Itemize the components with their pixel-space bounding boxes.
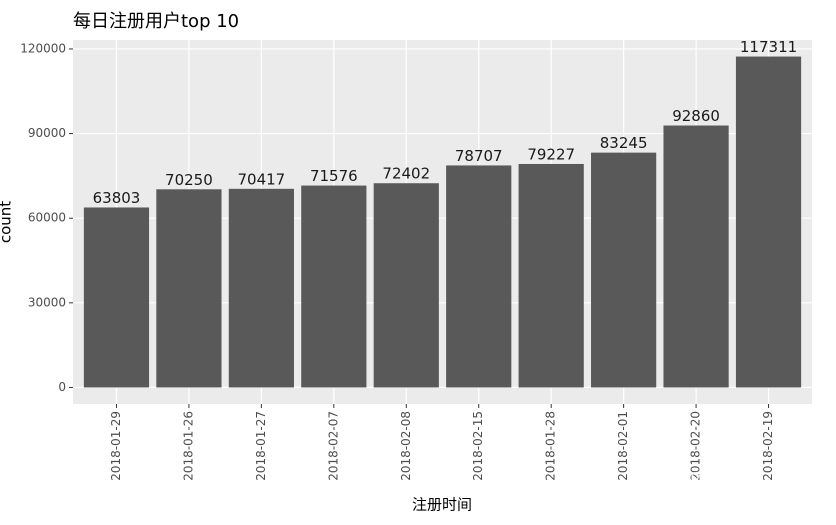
- bar: [663, 125, 729, 388]
- bar: [735, 56, 802, 388]
- bar: [83, 207, 150, 388]
- x-tick-label: 2018-01-27: [254, 411, 268, 481]
- value-label: 70417: [238, 170, 286, 188]
- x-axis-label: 注册时间: [412, 496, 472, 514]
- bar: [591, 152, 657, 388]
- value-label: 72402: [382, 165, 430, 183]
- y-tick-label: 60000: [28, 211, 66, 225]
- chart-title: 每日注册用户top 10: [73, 11, 239, 32]
- bar: [373, 183, 439, 388]
- bar: [228, 188, 294, 388]
- y-tick-label: 120000: [20, 41, 66, 55]
- value-label: 78707: [455, 147, 503, 165]
- x-tick-label: 2018-01-28: [544, 411, 558, 481]
- value-label: 83245: [600, 134, 648, 152]
- x-tick-label: 2018-01-26: [181, 411, 195, 481]
- bar: [301, 185, 367, 388]
- x-tick-label: 2018-02-08: [399, 411, 413, 481]
- x-tick-label: 2018-02-19: [761, 411, 775, 481]
- watermark: 知乎 @shydow: [659, 471, 816, 496]
- bar: [446, 165, 512, 388]
- value-label: 117311: [740, 38, 797, 56]
- x-tick-label: 2018-02-15: [471, 411, 485, 481]
- x-tick-label: 2018-02-20: [689, 411, 703, 481]
- y-tick-label: 30000: [28, 295, 66, 309]
- value-label: 63803: [93, 189, 141, 207]
- x-tick-label: 2018-01-29: [109, 411, 123, 481]
- value-label: 70250: [165, 171, 213, 189]
- value-label: 71576: [310, 167, 358, 185]
- y-axis-label: count: [0, 201, 15, 243]
- x-tick-label: 2018-02-07: [326, 411, 340, 481]
- y-tick-label: 90000: [28, 126, 66, 140]
- bar: [518, 163, 584, 388]
- bar: [156, 189, 222, 388]
- x-tick-label: 2018-02-01: [616, 411, 630, 481]
- value-label: 79227: [527, 145, 575, 163]
- value-label: 92860: [672, 107, 720, 125]
- y-tick-label: 0: [58, 380, 66, 394]
